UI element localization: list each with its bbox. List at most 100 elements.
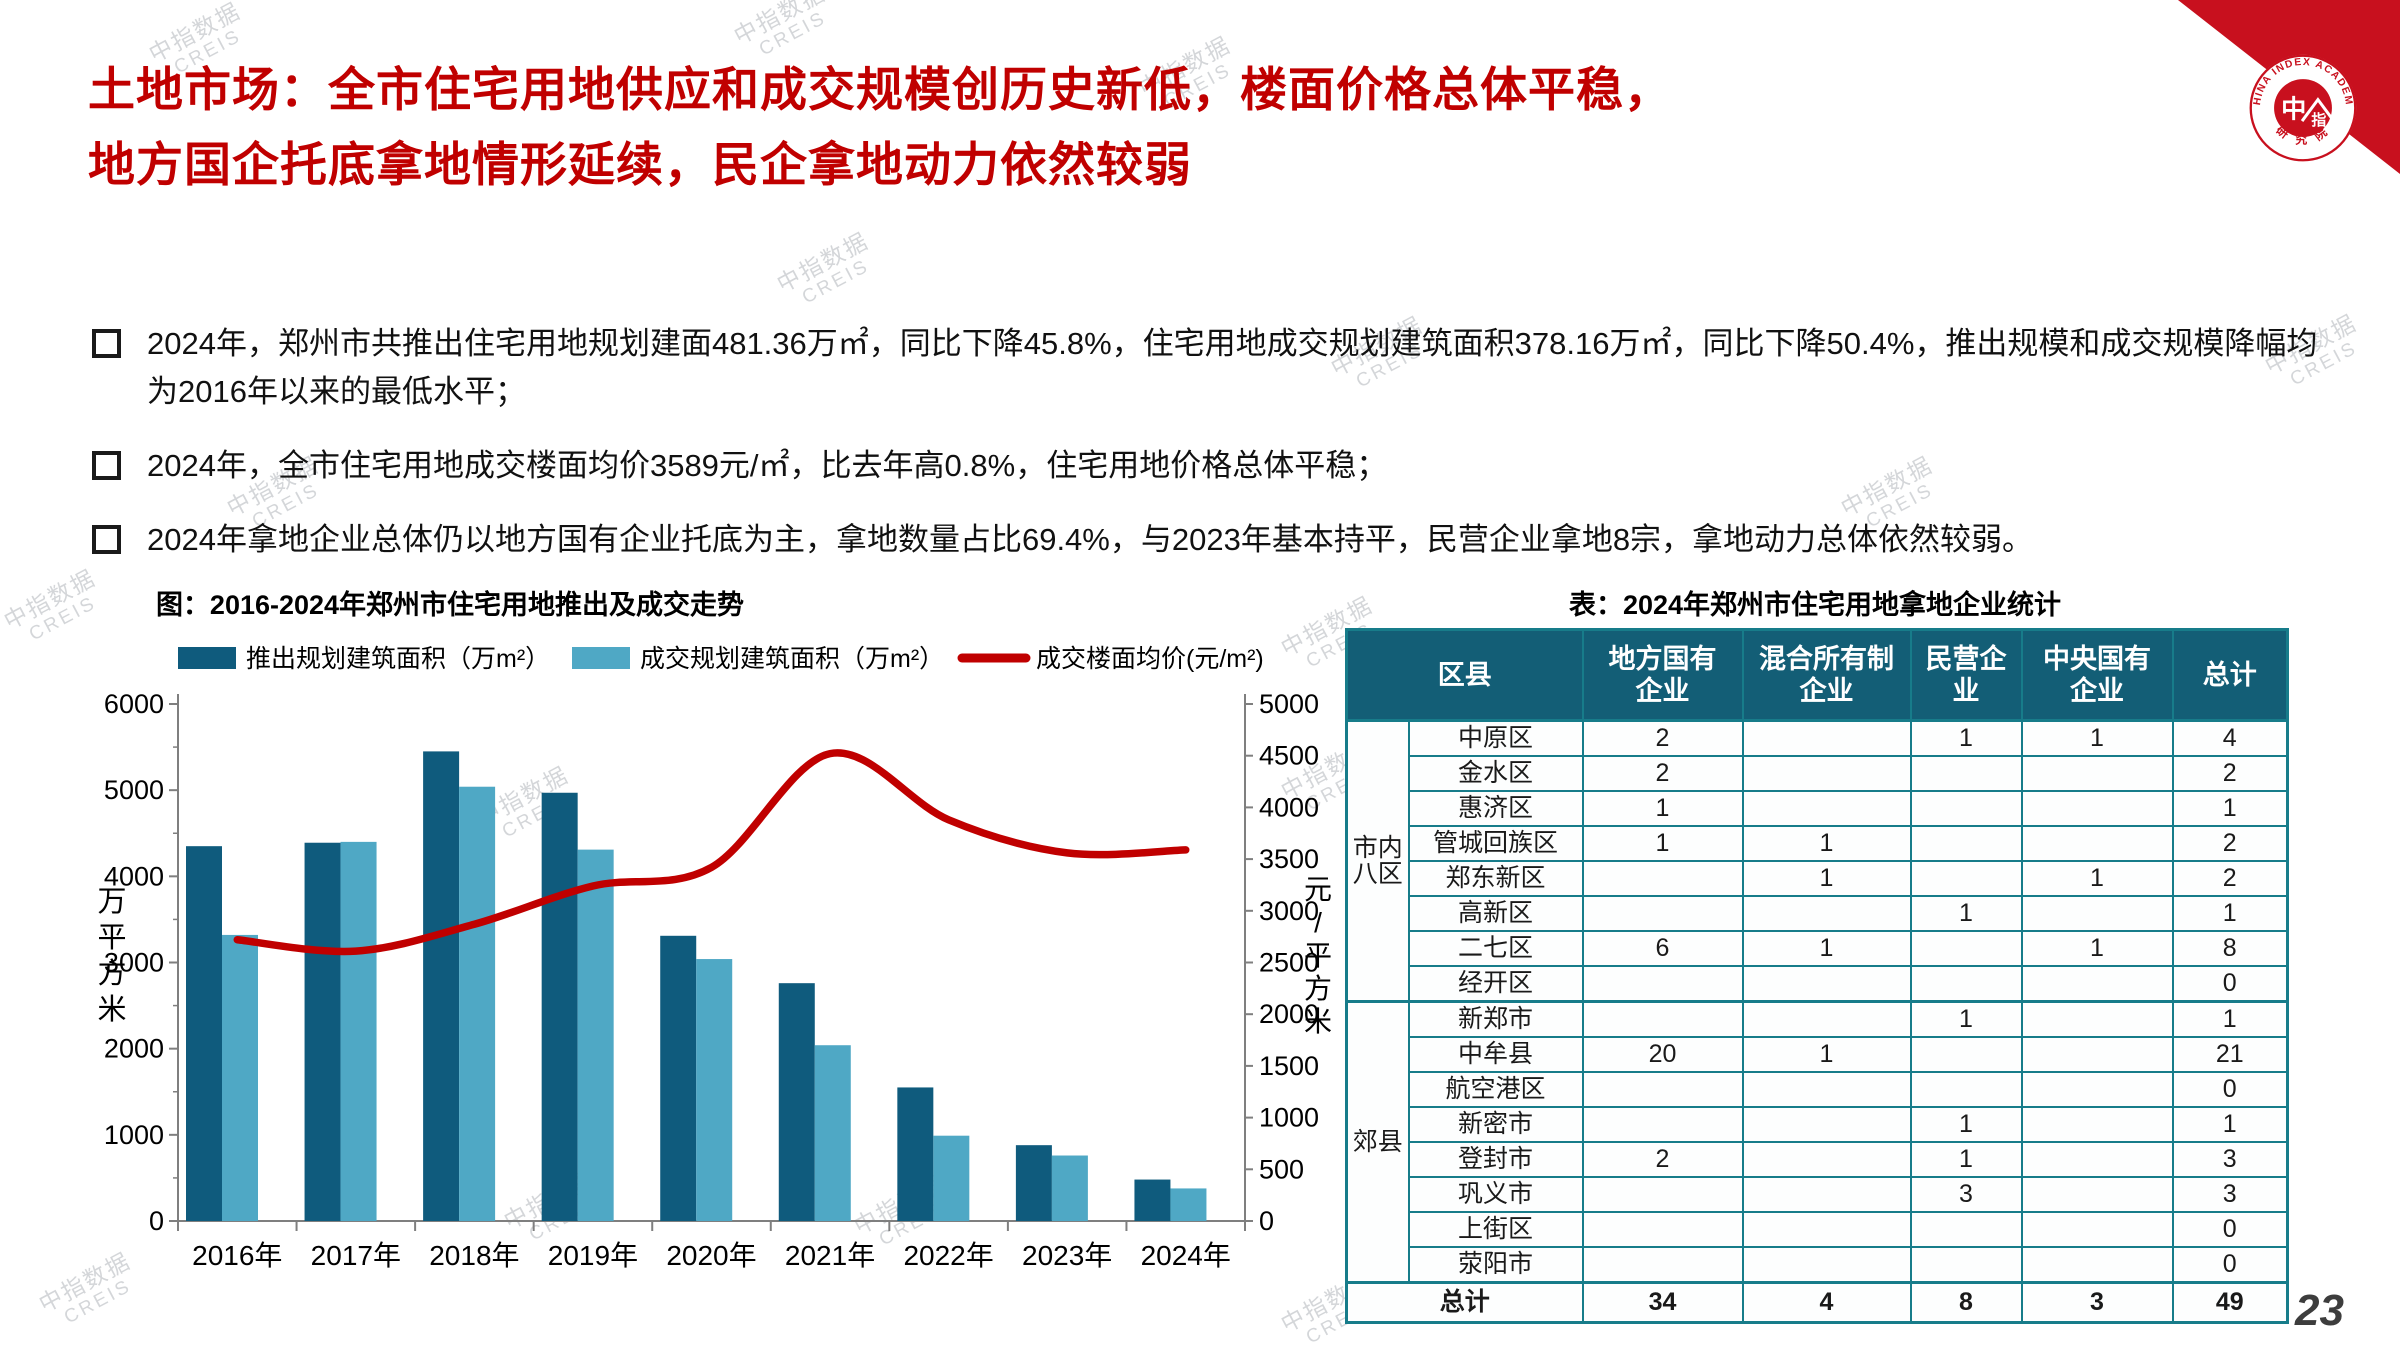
- bar: [1170, 1188, 1207, 1221]
- total-value-cell: 8: [1909, 1281, 2023, 1324]
- bullet-square-icon: [92, 451, 121, 481]
- value-cell: [1581, 1000, 1744, 1038]
- bar-series-0: [186, 751, 1171, 1221]
- table-row: 金水区 2 2: [1347, 755, 2289, 792]
- bullet-square-icon: [92, 329, 121, 358]
- district-cell: 新郑市: [1407, 1000, 1584, 1038]
- col-header: 地方国有 企业: [1581, 628, 1744, 722]
- value-cell: [1741, 1106, 1912, 1143]
- bar: [778, 983, 815, 1221]
- value-cell: [2020, 1106, 2174, 1143]
- right-axis-title: 元/平方米: [1304, 874, 1332, 1037]
- value-cell: [2020, 790, 2174, 827]
- logo-roof-icon: [2300, 97, 2336, 122]
- value-cell: [2020, 1246, 2174, 1284]
- value-cell: 0: [2171, 1071, 2289, 1108]
- value-cell: 1: [1741, 1036, 1912, 1073]
- page-title-line-1: 土地市场：全市住宅用地供应和成交规模创历史新低，楼面价格总体平稳，: [88, 63, 1672, 116]
- bullet-square-icon: [92, 525, 121, 555]
- value-cell: [2020, 1036, 2174, 1073]
- value-cell: [1581, 1211, 1744, 1248]
- table-header-row: 区县 地方国有 企业 混合所有制 企业 民营企 业中央国有 企业 总计: [1345, 628, 2289, 722]
- value-cell: [1909, 1211, 2023, 1248]
- bar: [1051, 1155, 1088, 1221]
- value-cell: 8: [2171, 930, 2289, 967]
- table-row: 郑东新区 1 1 2: [1347, 860, 2289, 897]
- bullet-text: 2024年，郑州市共推出住宅用地规划建面481.36万㎡，同比下降45.8%，住…: [147, 326, 2318, 410]
- table-row: 管城回族区 1 1 2: [1347, 825, 2289, 862]
- value-cell: 1: [2020, 860, 2174, 897]
- value-cell: [2020, 1176, 2174, 1213]
- value-cell: [1741, 1000, 1912, 1038]
- x-tick-label: 2024年: [1141, 1240, 1231, 1271]
- bullet-text: 2024年，全市住宅用地成交楼面均价3589元/㎡，比去年高0.8%，住宅用地价…: [147, 448, 1388, 484]
- value-cell: [1741, 895, 1912, 932]
- district-cell: 管城回族区: [1407, 825, 1584, 862]
- x-tick-label: 2022年: [903, 1240, 993, 1271]
- legend-swatch: [178, 647, 236, 669]
- svg-text:500: 500: [1259, 1154, 1304, 1184]
- value-cell: 20: [1581, 1036, 1744, 1073]
- svg-text:3000: 3000: [1259, 896, 1319, 926]
- bullet-item: 2024年拿地企业总体仍以地方国有企业托底为主，拿地数量占比69.4%，与202…: [92, 516, 2348, 564]
- value-cell: [1741, 1071, 1912, 1108]
- value-cell: 2: [1581, 755, 1744, 792]
- value-cell: 4: [2171, 719, 2289, 757]
- bar: [897, 1087, 934, 1221]
- academy-logo-icon: CHINA INDEX ACADEMY 研 究 院 中 指: [2243, 44, 2357, 162]
- bar: [660, 935, 697, 1221]
- chart-canvas: 推出规划建筑面积（万m²） 成交规划建筑面积（万m²） 成交楼面均价(元/m²) 0 1…: [90, 620, 1340, 1326]
- value-cell: 0: [2171, 1246, 2289, 1284]
- value-cell: [1581, 965, 1744, 1003]
- svg-text:平: 平: [1304, 940, 1332, 971]
- svg-text:4500: 4500: [1259, 741, 1319, 771]
- value-cell: 2: [2171, 860, 2289, 897]
- table-total-row: 总计 34 4 8 3 49: [1345, 1281, 2289, 1324]
- value-cell: [1741, 1176, 1912, 1213]
- table-row: 荥阳市 0: [1347, 1246, 2289, 1284]
- district-cell: 新密市: [1407, 1106, 1584, 1143]
- col-header: 区县: [1345, 628, 1584, 722]
- table-row: 经开区 0: [1347, 965, 2289, 1003]
- value-cell: 0: [2171, 1211, 2289, 1248]
- svg-text:6000: 6000: [104, 689, 164, 719]
- svg-text:米: 米: [1304, 1006, 1332, 1037]
- value-cell: 3: [1909, 1176, 2023, 1213]
- bar: [696, 959, 733, 1221]
- total-label-cell: 总计: [1345, 1281, 1584, 1324]
- trend-chart: 推出规划建筑面积（万m²） 成交规划建筑面积（万m²） 成交楼面均价(元/m²) 0 1…: [97, 645, 1332, 1271]
- value-cell: 1: [1909, 1106, 2023, 1143]
- value-cell: 2: [2171, 755, 2289, 792]
- value-cell: [1581, 860, 1744, 897]
- value-cell: 6: [1581, 930, 1744, 967]
- value-cell: 1: [1581, 790, 1744, 827]
- x-tick-label: 2023年: [1022, 1240, 1112, 1271]
- district-cell: 高新区: [1407, 895, 1584, 932]
- stats-table: 区县 地方国有 企业 混合所有制 企业 民营企 业中央国有 企业 总计 市内 八区 中原区 2…: [1345, 628, 2289, 1324]
- svg-text:1000: 1000: [104, 1120, 164, 1150]
- svg-text:指: 指: [2311, 111, 2326, 129]
- value-cell: 1: [2020, 930, 2174, 967]
- value-cell: 1: [2020, 719, 2174, 757]
- svg-text:方: 方: [97, 957, 126, 990]
- value-cell: [1741, 719, 1912, 757]
- total-value-cell: 3: [2020, 1281, 2174, 1324]
- total-value-cell: 49: [2171, 1281, 2289, 1324]
- col-header: 民营企 业: [1909, 628, 2023, 722]
- svg-text:1500: 1500: [1259, 1051, 1319, 1081]
- value-cell: [1581, 895, 1744, 932]
- page-title-line-2: 地方国企托底拿地情形延续，民企拿地动力依然较弱: [88, 138, 1192, 192]
- value-cell: [2020, 1211, 2174, 1248]
- value-cell: 2: [2171, 825, 2289, 862]
- value-cell: [1741, 1141, 1912, 1178]
- value-cell: 1: [1581, 825, 1744, 862]
- value-cell: [2020, 755, 2174, 792]
- bar: [304, 842, 341, 1221]
- value-cell: 2: [1581, 719, 1744, 757]
- svg-text:米: 米: [97, 993, 126, 1026]
- value-cell: 1: [1741, 825, 1912, 862]
- value-cell: 1: [1909, 1000, 2023, 1038]
- legend-label: 成交楼面均价(元/m²): [1036, 645, 1264, 673]
- value-cell: [2020, 1141, 2174, 1178]
